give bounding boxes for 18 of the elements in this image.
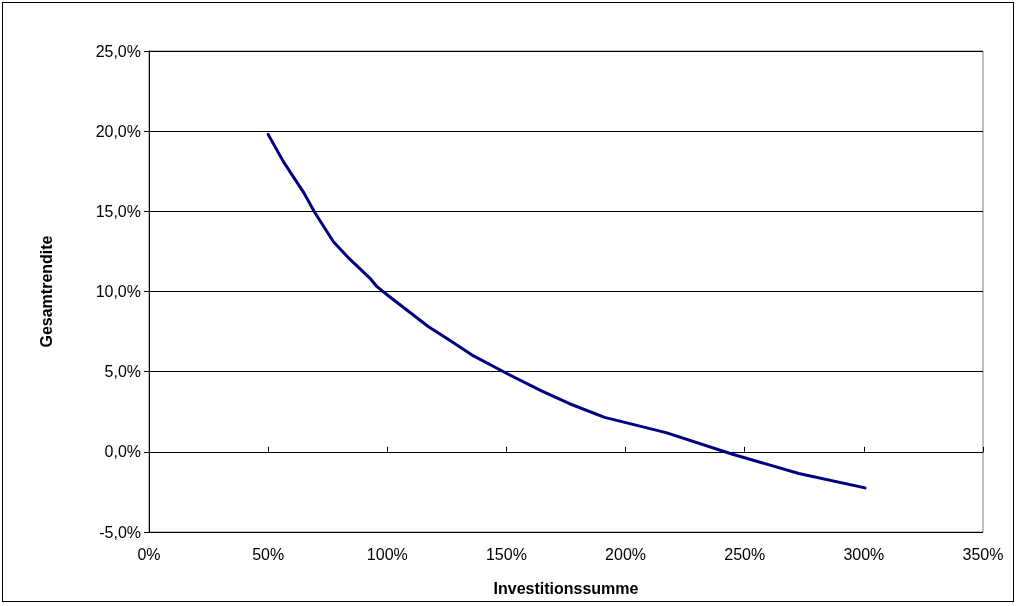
y-tick-label: 25,0% [95, 42, 141, 60]
y-tick-label: 5,0% [104, 363, 141, 381]
x-tick-label: 50% [252, 545, 285, 563]
y-tick-label: 20,0% [95, 122, 141, 140]
x-axis-title: Investitionssumme [493, 579, 639, 597]
x-tick-label: 100% [366, 545, 408, 563]
x-tick-label: 350% [962, 545, 1004, 563]
y-tick-label: 15,0% [95, 202, 141, 220]
x-tick-label: 250% [724, 545, 766, 563]
y-axis-title: Gesamtrendite [37, 235, 55, 348]
x-tick-label: 0% [137, 545, 161, 563]
line-series [266, 132, 867, 490]
x-tick-label: 200% [605, 545, 647, 563]
y-tick-label: 10,0% [95, 283, 141, 300]
y-tick-label: 0,0% [104, 443, 141, 461]
y-tick-label: -5,0% [99, 523, 141, 541]
x-tick-label: 300% [843, 545, 885, 563]
x-tick-label: 150% [485, 545, 527, 563]
